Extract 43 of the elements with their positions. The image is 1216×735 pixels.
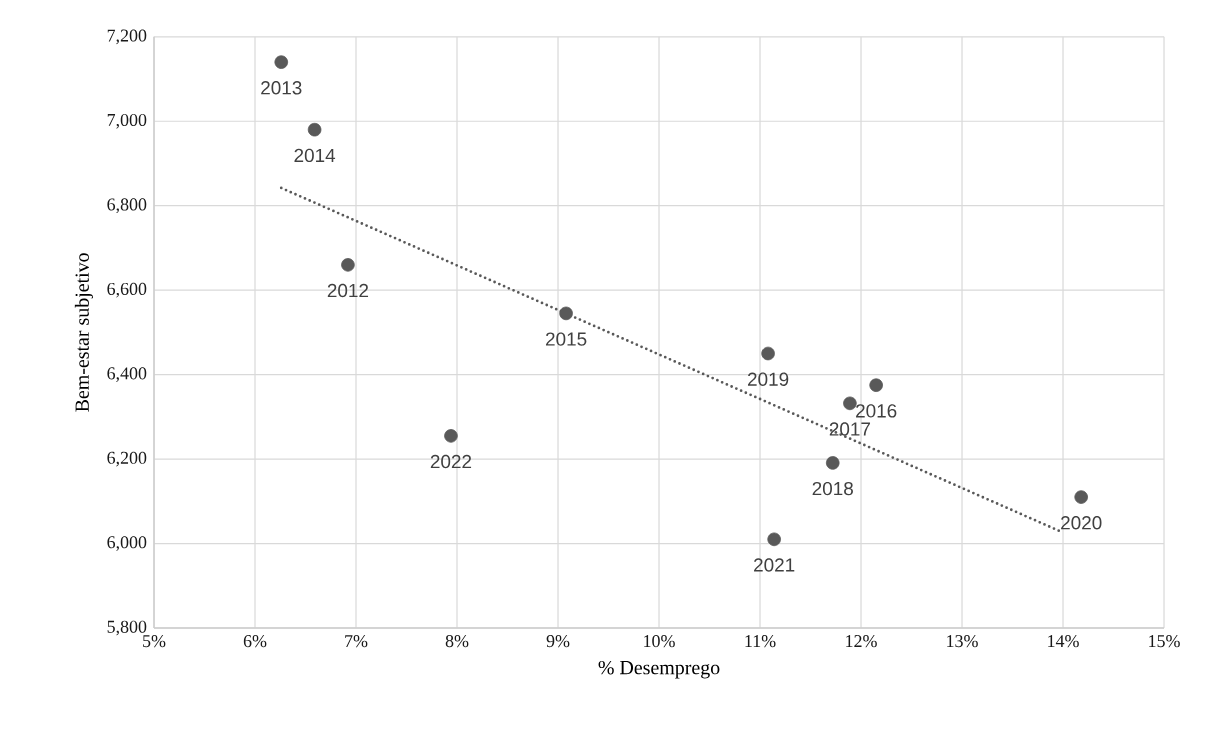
x-tick-label: 10% bbox=[644, 635, 675, 648]
x-tick-label: 9% bbox=[546, 635, 570, 648]
point bbox=[843, 396, 857, 411]
point bbox=[767, 532, 781, 547]
annotation: 2014 bbox=[294, 148, 336, 163]
x-tick-label: 12% bbox=[846, 635, 877, 648]
annotation: 2022 bbox=[430, 454, 472, 469]
point bbox=[307, 122, 322, 137]
x-tick-label: 14% bbox=[1048, 635, 1079, 648]
annotation: 2018 bbox=[812, 481, 853, 496]
annotation: 2017 bbox=[829, 422, 871, 436]
x-tick-label: 6% bbox=[243, 635, 267, 648]
point bbox=[869, 378, 883, 392]
point bbox=[1074, 490, 1088, 504]
x-tick-label: 5% bbox=[143, 635, 166, 648]
annotation: 2019 bbox=[747, 372, 789, 386]
y-tick-label: 6,800 bbox=[107, 198, 147, 214]
point bbox=[825, 456, 840, 470]
x-axis-title: % Desemprego bbox=[598, 660, 720, 679]
x-tick-label: 13% bbox=[947, 635, 978, 648]
y-tick-label: 6,200 bbox=[107, 451, 147, 467]
annotation: 2012 bbox=[327, 283, 369, 298]
annotation: 2020 bbox=[1061, 516, 1102, 530]
annotation: 2013 bbox=[261, 81, 302, 95]
y-tick-label: 6,000 bbox=[107, 536, 147, 551]
x-tick-label: 15% bbox=[1149, 635, 1180, 648]
annotation: 2015 bbox=[545, 332, 587, 346]
x-tick-label: 11% bbox=[745, 635, 776, 648]
x-tick-label: 8% bbox=[445, 635, 469, 648]
annotation: 2016 bbox=[856, 404, 897, 418]
y-tick-label: 7,000 bbox=[107, 113, 147, 129]
point bbox=[274, 55, 289, 69]
y-tick-label: 5,800 bbox=[107, 620, 147, 636]
y-axis-title: Bem-estar subjetivo bbox=[74, 253, 93, 412]
y-tick-label: 6,600 bbox=[107, 282, 147, 298]
x-tick-label: 7% bbox=[345, 635, 368, 648]
annotation: 2021 bbox=[754, 558, 795, 572]
y-tick-label: 6,400 bbox=[107, 367, 147, 382]
point bbox=[341, 258, 355, 272]
y-tick-label: 7,200 bbox=[107, 29, 147, 45]
point bbox=[559, 306, 573, 321]
point bbox=[761, 346, 775, 361]
point bbox=[444, 429, 458, 443]
